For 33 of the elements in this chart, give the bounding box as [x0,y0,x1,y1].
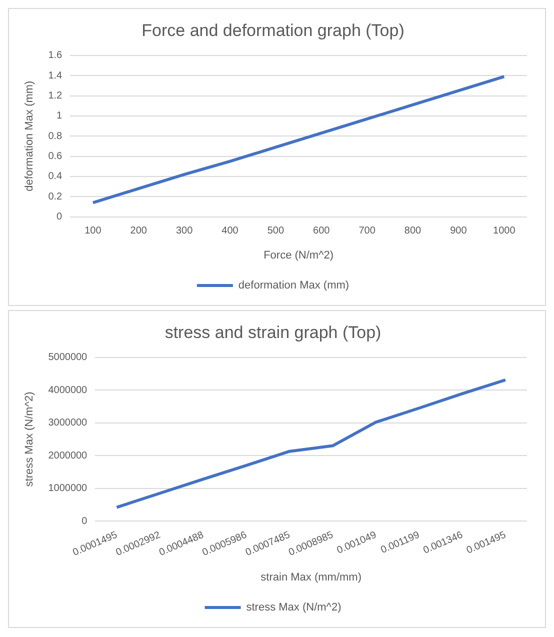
chart-title: stress and strain graph (Top) [164,322,382,342]
x-tick-label: 100 [84,226,102,237]
x-tick-label: 700 [358,226,376,237]
y-axis-title: deformation Max (mm) [24,80,36,192]
x-tick-label: 500 [267,226,284,237]
y-tick-label: 4000000 [48,384,88,396]
y-tick-label: 0.2 [48,191,63,202]
chart-title: Force and deformation graph (Top) [142,20,404,40]
legend-label: deformation Max (mm) [238,280,350,292]
y-axis-title: stress Max (N/m^2) [24,392,36,487]
y-tick-label: 1.6 [48,50,63,62]
y-tick-label: 2000000 [48,450,88,462]
y-tick-label: 0.6 [48,151,63,162]
x-tick-label: 800 [404,226,422,237]
x-tick-label: 300 [176,226,194,237]
y-tick-label: 1 [56,110,63,122]
x-tick-label: 600 [313,226,330,237]
x-tick-label: 1000 [493,226,516,237]
x-axis-title: Force (N/m^2) [264,249,334,262]
y-tick-label: 1.2 [48,90,63,102]
y-tick-label: 1000000 [48,483,88,494]
x-axis-title: strain Max (mm/mm) [260,571,362,584]
x-tick-label: 400 [222,226,239,237]
y-tick-label: 5000000 [48,352,88,364]
y-tick-label: 1.4 [48,70,63,82]
legend-label: stress Max (N/m^2) [246,602,342,614]
y-tick-label: 0.8 [48,130,63,142]
x-tick-label: 200 [130,226,148,237]
y-tick-label: 0.4 [48,171,63,182]
x-tick-label: 900 [450,226,468,237]
y-tick-label: 0 [56,212,63,223]
y-tick-label: 3000000 [48,418,88,429]
y-tick-label: 0 [82,516,88,527]
